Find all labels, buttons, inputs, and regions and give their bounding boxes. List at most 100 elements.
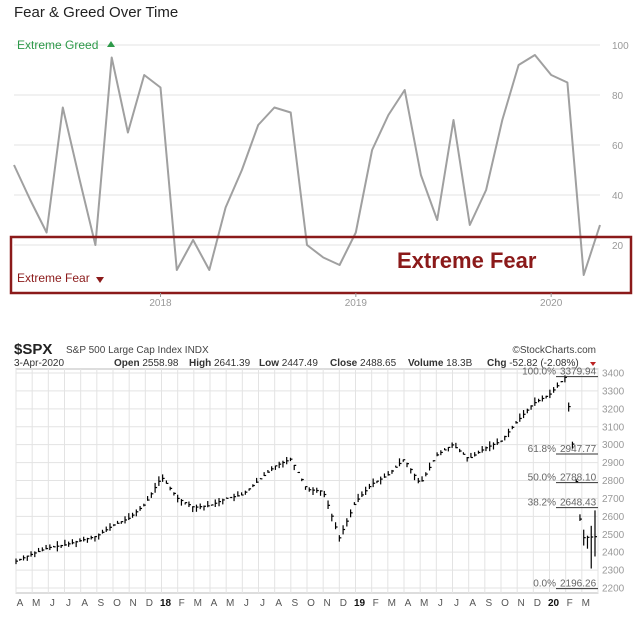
spx-x-tick-label: S [291, 598, 298, 609]
spx-y-tick-label: 2200 [602, 584, 625, 595]
fg-x-tick-label: 2019 [345, 298, 368, 309]
spx-x-tick-label: O [501, 598, 509, 609]
spx-x-tick-label: J [50, 598, 55, 609]
spx-y-tick-label: 2500 [602, 530, 625, 541]
stat-value: 2488.65 [360, 358, 397, 369]
fg-x-tick-label: 2020 [540, 298, 563, 309]
spx-x-tick-label: F [567, 598, 573, 609]
spx-x-tick-label: F [373, 598, 379, 609]
stat-value: 2641.39 [214, 358, 251, 369]
spx-x-tick-label: J [438, 598, 443, 609]
fear-greed-chart: 20 40 60 80 100 Extreme Greed Extreme Fear Extr… [9, 38, 633, 309]
spx-x-tick-label: D [340, 598, 347, 609]
spx-y-tick-label: 2700 [602, 494, 625, 505]
spx-x-tick-label: A [211, 598, 218, 609]
spx-y-tick-label: 3100 [602, 422, 625, 433]
spx-description: S&P 500 Large Cap Index INDX [66, 345, 209, 356]
spx-x-tick-label: J [454, 598, 459, 609]
extreme-greed-label: Extreme Greed [17, 38, 98, 52]
spx-x-tick-label: O [113, 598, 121, 609]
fg-y-tick-label: 100 [612, 41, 629, 52]
fg-y-tick-label: 80 [612, 91, 624, 102]
spx-low-stat: Low 2447.49 [259, 358, 318, 369]
chg-down-triangle-icon [590, 362, 596, 366]
spx-x-tick-label: A [275, 598, 282, 609]
spx-y-tick-label: 3000 [602, 440, 625, 451]
fear-down-triangle-icon [96, 277, 104, 283]
spx-x-tick-label: M [388, 598, 396, 609]
spx-x-tick-label: A [405, 598, 412, 609]
fib-level-value: 2196.26 [560, 579, 597, 590]
stat-label: Chg [487, 358, 509, 369]
spx-high-stat: High 2641.39 [189, 358, 251, 369]
stat-value: 2447.49 [282, 358, 319, 369]
fib-level-pct: 100.0% [522, 367, 556, 378]
spx-x-tick-label: N [130, 598, 137, 609]
fear-greed-line [13, 54, 601, 276]
spx-chart: $SPX S&P 500 Large Cap Index INDX ©StockCh… [14, 341, 625, 609]
stat-value: 18.3B [446, 358, 472, 369]
spx-y-tick-label: 3400 [602, 369, 625, 380]
stat-label: High [189, 358, 214, 369]
spx-x-tick-label: O [307, 598, 315, 609]
fib-level-pct: 50.0% [528, 473, 556, 484]
spx-x-tick-label: A [469, 598, 476, 609]
spx-ticker: $SPX [14, 341, 52, 358]
spx-x-tick-label: D [146, 598, 153, 609]
fib-level-pct: 0.0% [533, 579, 556, 590]
spx-x-tick-label: F [179, 598, 185, 609]
spx-y-tick-label: 2800 [602, 476, 625, 487]
spx-y-tick-label: 2600 [602, 512, 625, 523]
spx-x-tick-label: D [534, 598, 541, 609]
spx-y-tick-label: 2400 [602, 548, 625, 559]
spx-x-tick-label: N [324, 598, 331, 609]
stat-label: Close [330, 358, 360, 369]
fg-x-tick-label: 2018 [149, 298, 172, 309]
spx-x-tick-label: N [518, 598, 525, 609]
spx-x-tick-label: M [32, 598, 40, 609]
spx-x-tick-label: 18 [160, 598, 172, 609]
greed-up-triangle-icon [107, 41, 115, 47]
extreme-fear-label: Extreme Fear [17, 271, 90, 285]
fib-level-value: 2648.43 [560, 498, 597, 509]
fib-level-value: 3379.94 [560, 367, 597, 378]
spx-y-tick-label: 3200 [602, 404, 625, 415]
stat-value: -52.82 (-2.08%) [509, 358, 578, 369]
spx-x-tick-label: M [226, 598, 234, 609]
spx-y-tick-label: 2300 [602, 566, 625, 577]
fear-greed-title: Fear & Greed Over Time [14, 4, 179, 21]
spx-x-tick-label: S [485, 598, 492, 609]
spx-chg-stat: Chg -52.82 (-2.08%) [487, 358, 579, 369]
stat-label: Volume [408, 358, 446, 369]
stockcharts-source: ©StockCharts.com [512, 345, 596, 356]
spx-x-tick-label: 20 [548, 598, 560, 609]
stat-label: Low [259, 358, 282, 369]
spx-close-stat: Close 2488.65 [330, 358, 397, 369]
spx-date: 3-Apr-2020 [14, 358, 64, 369]
spx-x-tick-label: M [194, 598, 202, 609]
spx-x-tick-label: J [66, 598, 71, 609]
fib-level-pct: 61.8% [528, 444, 556, 455]
fib-level-value: 2788.10 [560, 473, 597, 484]
fib-level-pct: 38.2% [528, 498, 556, 509]
spx-x-tick-label: A [17, 598, 24, 609]
stat-label: Open [114, 358, 142, 369]
spx-x-tick-label: 19 [354, 598, 366, 609]
spx-volume-stat: Volume 18.3B [408, 358, 473, 369]
spx-x-tick-label: A [81, 598, 88, 609]
spx-x-tick-label: J [244, 598, 249, 609]
fg-y-tick-label: 20 [612, 241, 624, 252]
stat-value: 2558.98 [142, 358, 179, 369]
spx-x-tick-label: J [260, 598, 265, 609]
fib-level-value: 2947.77 [560, 444, 597, 455]
spx-open-stat: Open 2558.98 [114, 358, 179, 369]
fg-y-tick-label: 60 [612, 141, 624, 152]
fg-y-tick-label: 40 [612, 191, 624, 202]
extreme-fear-callout: Extreme Fear [397, 248, 537, 273]
spx-y-tick-label: 3300 [602, 386, 625, 397]
spx-y-tick-label: 2900 [602, 458, 625, 469]
extreme-fear-box [9, 235, 633, 295]
spx-x-tick-label: M [582, 598, 590, 609]
spx-x-tick-label: S [97, 598, 104, 609]
spx-x-tick-label: M [420, 598, 428, 609]
